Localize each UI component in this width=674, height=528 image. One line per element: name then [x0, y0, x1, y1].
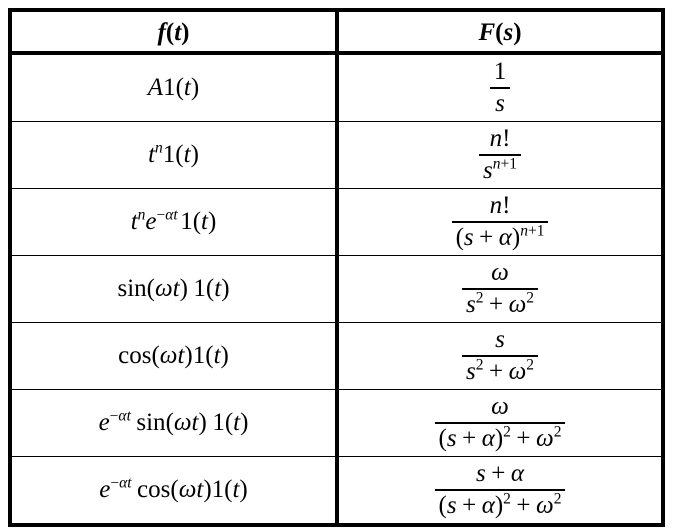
laplace-transform-4: ω s2 + ω2 [339, 256, 661, 322]
header-row: f(t) F(s) [10, 10, 663, 55]
header-label-F-of-s: F(s) [478, 19, 522, 46]
cell-time-function-5: cos(ωt)1(t) [10, 322, 337, 390]
header-label-f-of-t: f(t) [157, 19, 190, 46]
laplace-transform-6: ω (s + α)2 + ω2 [339, 390, 661, 456]
table-row: A1(t) 1 s [10, 53, 663, 122]
laplace-transform-7: s + α (s + α)2 + ω2 [339, 457, 661, 523]
table-row: cos(ωt)1(t) s s2 + ω2 [10, 322, 663, 390]
cell-time-function-3: tne−αt 1(t) [10, 188, 337, 256]
table-header: f(t) F(s) [10, 10, 663, 55]
table-row: e−αt sin(ωt) 1(t) ω (s + α)2 + ω2 [10, 389, 663, 457]
cell-laplace-transform-3: n! (s + α)n+1 [335, 188, 663, 256]
laplace-transform-3: n! (s + α)n+1 [339, 189, 661, 255]
cell-time-function-7: e−αt cos(ωt)1(t) [10, 456, 337, 525]
time-function-5: cos(ωt)1(t) [118, 341, 229, 369]
time-function-3: tne−αt 1(t) [130, 206, 217, 235]
cell-laplace-transform-5: s s2 + ω2 [335, 322, 663, 390]
table-row: e−αt cos(ωt)1(t) s + α (s + α)2 + ω2 [10, 456, 663, 525]
cell-laplace-transform-6: ω (s + α)2 + ω2 [335, 389, 663, 457]
cell-time-function-4: sin(ωt) 1(t) [10, 255, 337, 323]
table-row: sin(ωt) 1(t) ω s2 + ω2 [10, 255, 663, 323]
cell-laplace-transform-7: s + α (s + α)2 + ω2 [335, 456, 663, 525]
column-header-f-of-t: f(t) [10, 10, 337, 55]
cell-laplace-transform-4: ω s2 + ω2 [335, 255, 663, 323]
column-header-F-of-s: F(s) [335, 10, 663, 55]
cell-laplace-transform-2: n! sn+1 [335, 121, 663, 189]
time-function-2: tn1(t) [148, 139, 199, 168]
time-function-7: e−αt cos(ωt)1(t) [99, 474, 248, 503]
time-function-4: sin(ωt) 1(t) [117, 274, 230, 302]
cell-time-function-1: A1(t) [10, 53, 337, 122]
cell-time-function-6: e−αt sin(ωt) 1(t) [10, 389, 337, 457]
cell-time-function-2: tn1(t) [10, 121, 337, 189]
table-row: tne−αt 1(t) n! (s + α)n+1 [10, 188, 663, 256]
table-row: tn1(t) n! sn+1 [10, 121, 663, 189]
laplace-transform-table: f(t) F(s) A1(t) 1 s [8, 8, 665, 527]
laplace-transform-5: s s2 + ω2 [339, 323, 661, 389]
time-function-1: A1(t) [147, 73, 200, 101]
laplace-transform-2: n! sn+1 [339, 122, 661, 188]
table-body: A1(t) 1 s tn1(t) [10, 53, 663, 525]
time-function-6: e−αt sin(ωt) 1(t) [98, 407, 249, 436]
cell-laplace-transform-1: 1 s [335, 53, 663, 122]
laplace-transform-1: 1 s [339, 55, 661, 121]
